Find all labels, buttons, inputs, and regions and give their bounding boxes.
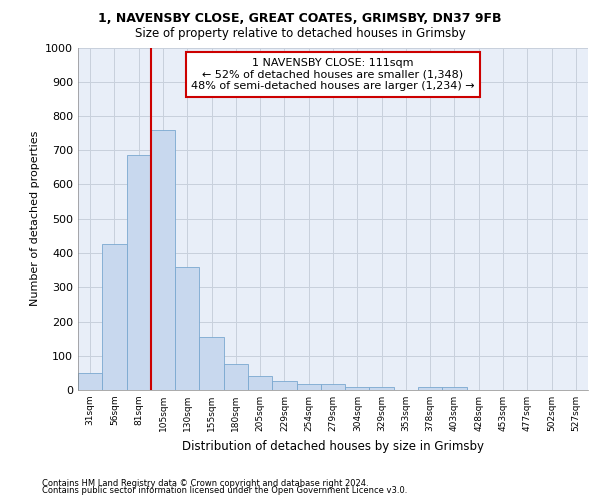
Bar [345,386,370,390]
Y-axis label: Number of detached properties: Number of detached properties [29,131,40,306]
Bar [272,381,296,390]
Text: Size of property relative to detached houses in Grimsby: Size of property relative to detached ho… [134,28,466,40]
Bar [102,244,127,390]
X-axis label: Distribution of detached houses by size in Grimsby: Distribution of detached houses by size … [182,440,484,452]
Bar [296,384,321,390]
Bar [418,386,442,390]
Bar [127,156,151,390]
Bar [370,386,394,390]
Bar [151,130,175,390]
Bar [199,337,224,390]
Bar [175,266,199,390]
Text: Contains public sector information licensed under the Open Government Licence v3: Contains public sector information licen… [42,486,407,495]
Bar [224,364,248,390]
Bar [78,373,102,390]
Text: 1, NAVENSBY CLOSE, GREAT COATES, GRIMSBY, DN37 9FB: 1, NAVENSBY CLOSE, GREAT COATES, GRIMSBY… [98,12,502,26]
Bar [321,384,345,390]
Text: Contains HM Land Registry data © Crown copyright and database right 2024.: Contains HM Land Registry data © Crown c… [42,478,368,488]
Text: 1 NAVENSBY CLOSE: 111sqm
← 52% of detached houses are smaller (1,348)
48% of sem: 1 NAVENSBY CLOSE: 111sqm ← 52% of detach… [191,58,475,91]
Bar [248,376,272,390]
Bar [442,386,467,390]
